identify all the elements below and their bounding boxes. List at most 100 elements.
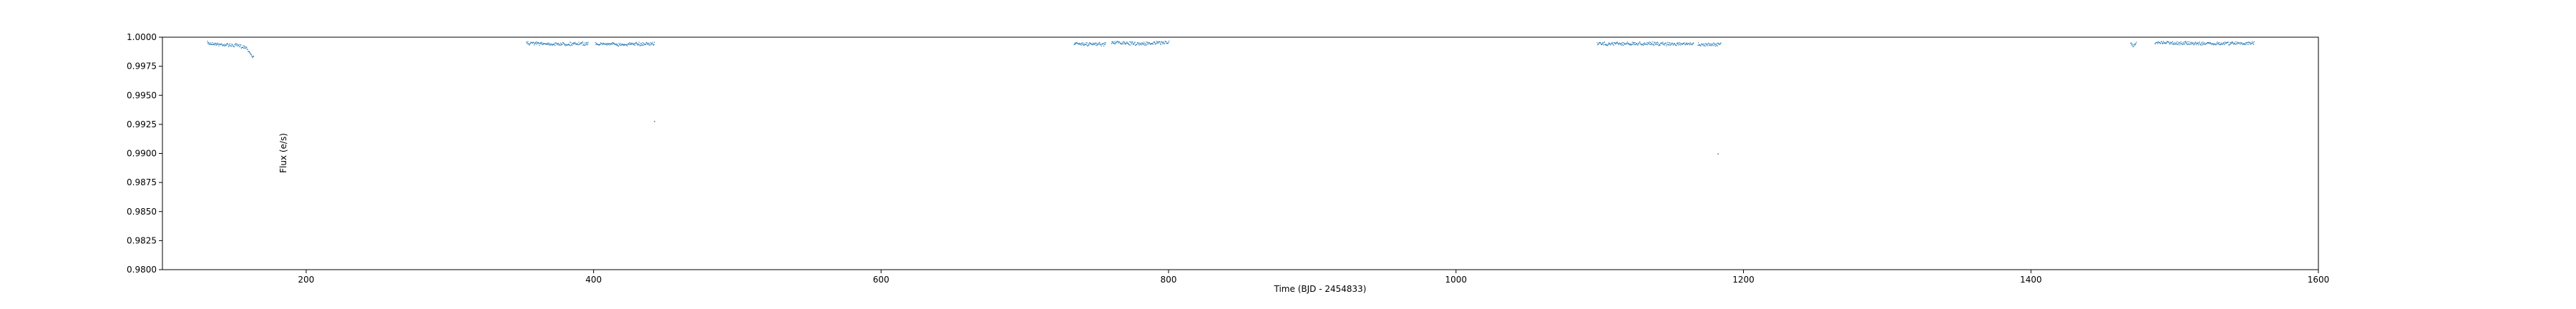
flux-point: [570, 45, 571, 46]
flux-point: [643, 44, 645, 45]
flux-point: [540, 41, 542, 43]
flux-point: [222, 44, 223, 46]
flux-point: [1602, 43, 1604, 44]
flux-point: [628, 43, 630, 44]
flux-point: [1714, 44, 1715, 46]
flux-point: [2220, 44, 2222, 45]
flux-point: [1670, 44, 1672, 46]
flux-point: [575, 44, 577, 45]
y-axis: 0.9800 0.9825 0.9850 0.9875 0.9900 0.9925 0.99…: [127, 32, 162, 275]
flux-point: [246, 46, 248, 48]
flux-point: [633, 43, 635, 44]
flux-point: [1660, 42, 1662, 44]
flux-point: [535, 41, 537, 43]
flux-point: [562, 41, 564, 43]
flux-point: [1156, 42, 1158, 44]
flux-point: [1684, 42, 1685, 44]
flux-point: [1098, 42, 1099, 44]
flux-point: [2164, 42, 2165, 44]
flux-point: [1697, 44, 1699, 46]
flux-point: [2245, 42, 2248, 44]
flux-point: [2207, 42, 2208, 44]
flux-point: [650, 43, 653, 44]
flux-point: [543, 43, 545, 44]
flux-point: [595, 44, 597, 45]
flux-point: [215, 44, 218, 46]
flux-point: [533, 42, 535, 44]
flux-point: [1699, 44, 1701, 46]
flux-point: [1094, 43, 1096, 44]
flux-point: [2245, 42, 2247, 44]
flux-point: [1113, 42, 1115, 44]
flux-point: [1132, 41, 1133, 42]
flux-point: [607, 42, 608, 44]
flux-point: [640, 44, 642, 46]
flux-point: [1159, 41, 1161, 43]
flux-point: [1706, 44, 1707, 46]
flux-point: [2237, 41, 2238, 43]
flux-point: [557, 44, 559, 46]
flux-point: [608, 43, 610, 44]
flux-point: [1604, 41, 1605, 43]
flux-point: [1151, 43, 1153, 44]
flux-point: [580, 42, 582, 44]
flux-point: [1720, 42, 1722, 44]
flux-point: [2238, 42, 2240, 44]
flux-point: [2180, 43, 2182, 44]
flux-point: [617, 44, 618, 46]
flux-point: [636, 44, 638, 46]
flux-point: [1129, 44, 1131, 46]
y-tick-label: 0.9925: [127, 119, 157, 129]
flux-point: [1632, 42, 1634, 44]
flux-point: [2165, 42, 2166, 44]
flux-point: [1093, 43, 1095, 44]
flux-point: [641, 44, 643, 46]
flux-point: [1709, 45, 1711, 46]
flux-point: [1636, 43, 1637, 44]
flux-point: [1133, 42, 1134, 44]
flux-point: [565, 44, 567, 45]
flux-point: [602, 42, 604, 44]
flux-point: [210, 44, 212, 45]
flux-point: [554, 44, 555, 46]
y-tick-label: 1.0000: [127, 32, 157, 42]
flux-point: [1689, 42, 1691, 44]
flux-point: [1652, 44, 1653, 46]
flux-point: [1098, 41, 1101, 43]
flux-point: [1126, 42, 1128, 44]
flux-point: [584, 44, 585, 46]
flux-point: [1699, 44, 1701, 46]
flux-point: [1646, 41, 1648, 44]
flux-point: [1657, 41, 1659, 43]
flux-point: [1667, 44, 1669, 46]
flux-point: [2187, 44, 2189, 45]
flux-point: [2250, 43, 2252, 44]
flux-point: [1091, 44, 1093, 45]
x-tick-label: 1200: [1732, 275, 1755, 285]
flux-point: [1634, 44, 1636, 46]
flux-point: [1626, 41, 1629, 43]
flux-point: [2182, 41, 2184, 43]
flux-point: [560, 42, 561, 44]
flux-point: [1605, 44, 1606, 45]
flux-point: [2235, 44, 2236, 45]
flux-point: [643, 44, 644, 46]
flux-point: [2208, 42, 2210, 44]
flux-point: [1719, 43, 1721, 44]
flux-point: [1662, 41, 1664, 43]
flux-point: [2160, 43, 2162, 44]
flux-point: [1684, 44, 1686, 46]
flux-point: [648, 44, 650, 46]
flux-point: [2234, 42, 2235, 44]
flux-point: [1676, 45, 1677, 46]
flux-point: [2227, 41, 2228, 44]
flux-point: [578, 41, 580, 43]
flux-point: [582, 44, 585, 46]
flux-point: [1603, 44, 1604, 46]
flux-point: [569, 44, 570, 46]
flux-point: [2175, 41, 2177, 43]
flux-point: [555, 42, 557, 44]
flux-point: [2238, 42, 2240, 44]
flux-point: [1124, 42, 1126, 44]
flux-point: [2228, 44, 2230, 46]
